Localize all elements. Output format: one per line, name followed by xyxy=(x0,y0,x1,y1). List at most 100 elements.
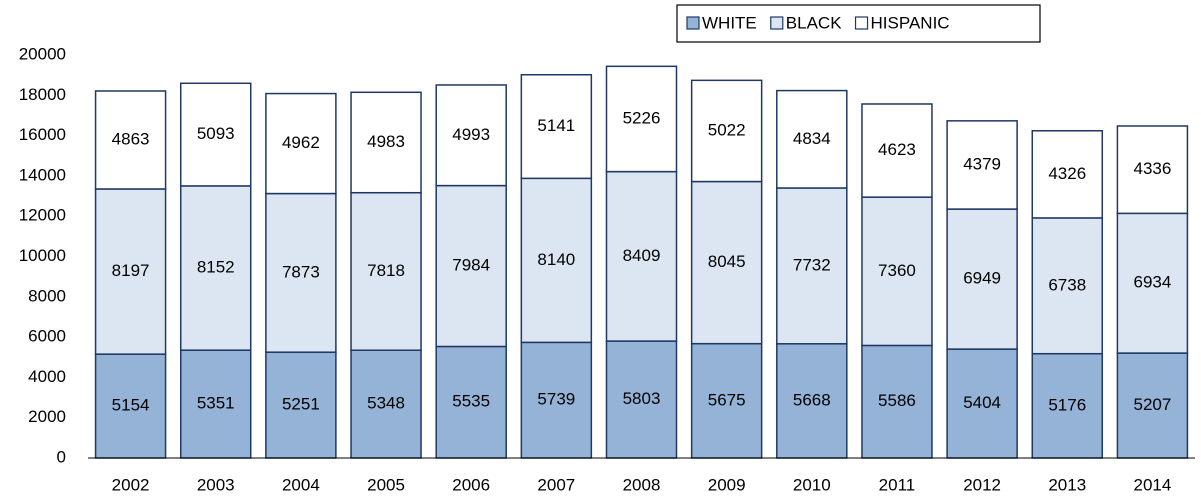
data-label: 8045 xyxy=(708,252,746,271)
bar-segment xyxy=(776,343,848,459)
bar-segment xyxy=(265,192,337,353)
data-label: 5535 xyxy=(452,392,490,411)
bar-segment xyxy=(350,91,422,194)
data-label: 5739 xyxy=(537,390,575,409)
legend-label: WHITE xyxy=(702,13,757,32)
y-tick-label: 10000 xyxy=(19,246,66,265)
data-label: 5141 xyxy=(537,116,575,135)
legend-label: HISPANIC xyxy=(871,13,950,32)
bar-segment xyxy=(690,79,763,183)
data-label: 8152 xyxy=(197,258,235,277)
data-label: 5093 xyxy=(197,124,235,143)
data-label: 4336 xyxy=(1134,159,1172,178)
data-label: 5404 xyxy=(963,393,1001,412)
bar-segment xyxy=(1116,125,1189,215)
x-tick-label: 2005 xyxy=(367,475,405,494)
bar-segment xyxy=(265,92,337,195)
legend-swatch xyxy=(686,16,700,30)
data-label: 8409 xyxy=(623,246,661,265)
x-tick-label: 2002 xyxy=(112,475,150,494)
bar-segment xyxy=(94,90,167,190)
data-label: 5154 xyxy=(112,396,150,415)
y-tick-label: 8000 xyxy=(28,286,66,305)
y-tick-label: 18000 xyxy=(19,85,66,104)
x-tick-label: 2013 xyxy=(1048,475,1086,494)
data-label: 4326 xyxy=(1048,164,1086,183)
bar-segment xyxy=(435,84,507,187)
x-tick-label: 2012 xyxy=(963,475,1001,494)
bar-segment xyxy=(690,342,763,459)
data-label: 5226 xyxy=(623,108,661,127)
data-label: 7732 xyxy=(793,255,831,274)
data-label: 8197 xyxy=(112,261,150,280)
bar-segment xyxy=(605,65,678,173)
bar-segment xyxy=(861,103,933,198)
data-label: 4983 xyxy=(367,132,405,151)
data-label: 5586 xyxy=(878,391,916,410)
bar-segment xyxy=(776,89,848,189)
legend-swatch xyxy=(854,16,869,30)
y-tick-label: 20000 xyxy=(19,44,66,63)
bar-segment xyxy=(776,187,848,345)
bar-segment xyxy=(179,185,252,351)
data-label: 5176 xyxy=(1048,395,1086,414)
x-tick-label: 2014 xyxy=(1134,475,1172,494)
x-tick-label: 2003 xyxy=(197,475,235,494)
data-label: 4834 xyxy=(793,129,831,148)
x-tick-label: 2006 xyxy=(452,475,490,494)
data-label: 4993 xyxy=(452,125,490,144)
y-tick-label: 16000 xyxy=(19,125,66,144)
x-tick-label: 2008 xyxy=(623,475,661,494)
data-label: 5348 xyxy=(367,394,405,413)
bar-segment xyxy=(861,196,933,347)
bar-segment xyxy=(1031,217,1104,355)
data-label: 7984 xyxy=(452,256,490,275)
data-label: 5351 xyxy=(197,394,235,413)
bar-segment xyxy=(350,349,422,459)
data-label: 4863 xyxy=(112,129,150,148)
bar-segment xyxy=(435,184,507,348)
x-tick-label: 2009 xyxy=(708,475,746,494)
data-label: 5803 xyxy=(623,389,661,408)
bar-segment xyxy=(690,180,763,345)
data-label: 7818 xyxy=(367,261,405,280)
data-label: 5675 xyxy=(708,390,746,409)
data-label: 7360 xyxy=(878,261,916,280)
data-label: 6949 xyxy=(963,269,1001,288)
bar-segment xyxy=(520,341,593,459)
y-tick-label: 6000 xyxy=(28,327,66,346)
data-label: 6738 xyxy=(1048,275,1086,294)
data-label: 4623 xyxy=(878,140,916,159)
legend-swatch xyxy=(770,16,784,30)
data-label: 4379 xyxy=(963,154,1001,173)
bar-segment xyxy=(179,82,252,187)
bar-segment xyxy=(1031,130,1104,219)
bar-segment xyxy=(946,120,1018,210)
data-label: 6934 xyxy=(1134,273,1172,292)
data-label: 5207 xyxy=(1134,395,1172,414)
y-tick-label: 2000 xyxy=(28,407,66,426)
x-tick-label: 2011 xyxy=(879,475,916,494)
data-label: 8140 xyxy=(537,250,575,269)
bar-segment xyxy=(350,191,422,351)
y-tick-label: 0 xyxy=(57,447,66,466)
x-tick-label: 2007 xyxy=(537,475,575,494)
bar-segment xyxy=(605,170,678,342)
y-tick-label: 12000 xyxy=(19,206,66,225)
data-label: 5022 xyxy=(708,120,746,139)
data-label: 5251 xyxy=(282,395,320,414)
x-tick-label: 2004 xyxy=(282,475,320,494)
bar-segment xyxy=(94,353,167,459)
bar-segment xyxy=(520,177,593,344)
x-tick-label: 2010 xyxy=(793,475,831,494)
bar-segment xyxy=(861,344,933,459)
data-label: 7873 xyxy=(282,262,320,281)
y-tick-label: 14000 xyxy=(19,165,66,184)
data-label: 5668 xyxy=(793,390,831,409)
bar-segment xyxy=(520,73,593,180)
legend-label: BLACK xyxy=(786,13,842,32)
bar-segment xyxy=(605,340,678,459)
bar-segment xyxy=(265,351,337,459)
data-label: 4962 xyxy=(282,133,320,152)
